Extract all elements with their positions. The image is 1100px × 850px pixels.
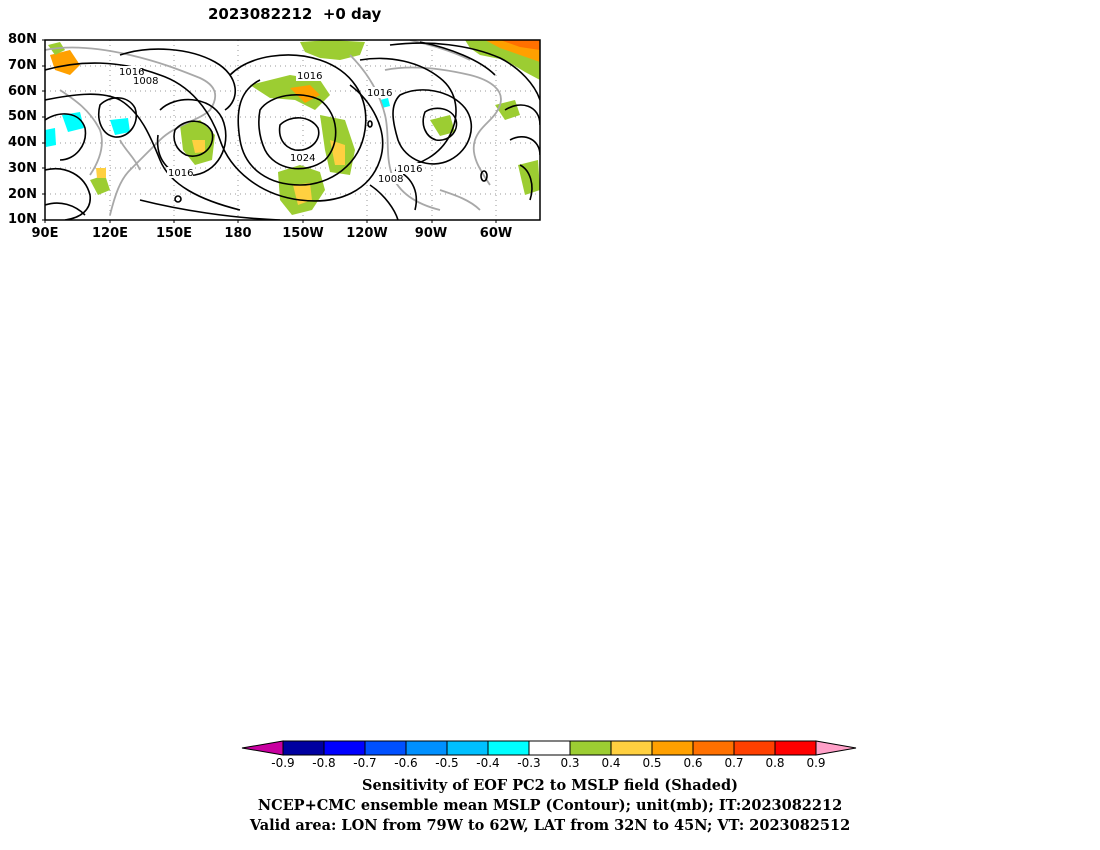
x-label: 90E <box>31 226 59 241</box>
colorbar-tick-label: 0.4 <box>601 756 621 770</box>
contour-label: 1016 <box>397 164 422 175</box>
colorbar-tick-label: -0.5 <box>435 756 459 770</box>
caption-line-3: Valid area: LON from 79W to 62W, LAT fro… <box>249 817 851 834</box>
contour-label: 1016 <box>119 67 144 78</box>
caption-line-1: Sensitivity of EOF PC2 to MSLP field (Sh… <box>362 777 738 794</box>
colorbar-tick-label: -0.9 <box>271 756 295 770</box>
x-label: 150W <box>282 226 324 241</box>
y-label: 10N <box>8 212 37 227</box>
colorbar <box>241 740 857 756</box>
colorbar-box <box>774 740 817 756</box>
y-label: 50N <box>8 109 37 124</box>
map-frame <box>44 39 541 221</box>
colorbar-box <box>528 740 571 756</box>
colorbar-box <box>446 740 489 756</box>
colorbar-box <box>733 740 776 756</box>
contour-label: 1008 <box>133 76 158 87</box>
y-label: 80N <box>8 32 37 47</box>
y-label: 60N <box>8 84 37 99</box>
colorbar-box <box>282 740 325 756</box>
colorbar-tick-label: -0.4 <box>476 756 500 770</box>
plot-title: 2023082212 +0 day <box>208 5 382 23</box>
colorbar-tick-label: -0.8 <box>312 756 336 770</box>
x-label: 120W <box>346 226 388 241</box>
mslp-contours <box>45 41 540 220</box>
colorbar-tick-label: -0.6 <box>394 756 418 770</box>
colorbar-box <box>364 740 407 756</box>
x-label: 150E <box>155 226 193 241</box>
x-label: 60W <box>479 226 513 241</box>
colorbar-tick-label: 0.6 <box>683 756 703 770</box>
y-label: 30N <box>8 161 37 176</box>
colorbar-tick-label: -0.3 <box>517 756 541 770</box>
colorbar-arrow-left <box>241 740 284 756</box>
contour-label: 1008 <box>378 174 403 185</box>
colorbar-tick-label: 0.3 <box>560 756 580 770</box>
colorbar-box <box>610 740 653 756</box>
colorbar-box <box>692 740 735 756</box>
contour-label-group: 1016 1008 1016 1016 1016 1024 1016 1008 <box>118 66 422 185</box>
colorbar-box <box>569 740 612 756</box>
contour-label: 1016 <box>297 71 322 82</box>
colorbar-box <box>323 740 366 756</box>
y-label: 40N <box>8 135 37 150</box>
colorbar-box <box>487 740 530 756</box>
colorbar-tick-label: 0.5 <box>642 756 662 770</box>
caption-line-2: NCEP+CMC ensemble mean MSLP (Contour); u… <box>257 797 843 814</box>
y-label: 70N <box>8 58 37 73</box>
map-panel: 1016 1008 1016 1016 1016 1024 1016 1008 <box>42 39 541 223</box>
colorbar-tick-label: 0.9 <box>806 756 826 770</box>
colorbar-tick-label: -0.7 <box>353 756 377 770</box>
sensitivity-shading <box>45 40 540 215</box>
contour-label: 1016 <box>367 88 392 99</box>
colorbar-arrow-right <box>815 740 857 756</box>
colorbar-tick-label: 0.8 <box>765 756 785 770</box>
colorbar-box <box>651 740 694 756</box>
x-label: 90W <box>414 226 448 241</box>
contour-label: 1024 <box>290 153 315 164</box>
contour-label: 1016 <box>168 168 193 179</box>
x-label: 120E <box>91 226 129 241</box>
colorbar-box <box>405 740 448 756</box>
colorbar-tick-label: 0.7 <box>724 756 744 770</box>
axis-ticks <box>42 39 497 223</box>
x-label: 180 <box>224 226 252 241</box>
y-label: 20N <box>8 187 37 202</box>
